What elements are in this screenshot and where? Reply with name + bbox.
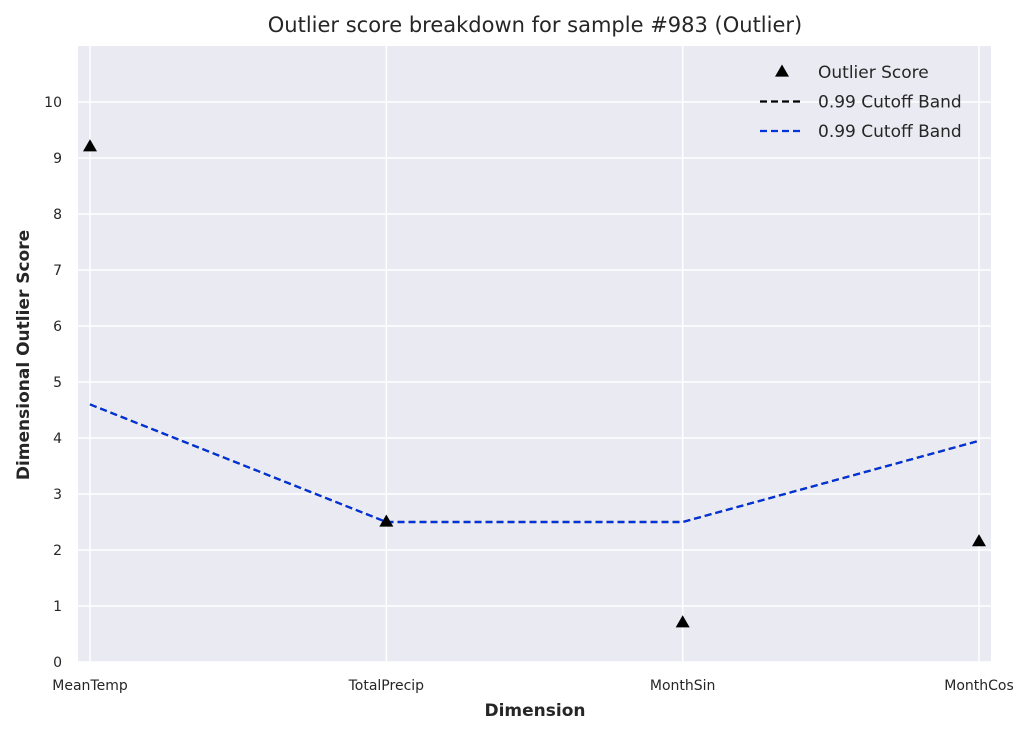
y-tick-label: 6: [53, 319, 62, 335]
y-tick-label: 5: [53, 375, 62, 391]
x-tick-label: MonthSin: [650, 678, 716, 694]
y-tick-label: 0: [53, 655, 62, 671]
legend-label: 0.99 Cutoff Band: [818, 122, 962, 142]
plot-background: [78, 46, 991, 662]
cutoff-band-line: [89, 403, 980, 524]
y-tick-label: 10: [44, 95, 62, 111]
legend-marker: [775, 64, 789, 77]
legend-label: Outlier Score: [818, 63, 929, 83]
x-tick-label: MeanTemp: [52, 678, 128, 694]
outlier-score-point: [83, 139, 97, 152]
y-tick-label: 4: [53, 431, 62, 447]
y-tick-label: 9: [53, 151, 62, 167]
outlier-score-point: [379, 514, 394, 527]
outlier-score-point: [972, 534, 986, 547]
y-tick-label: 1: [53, 599, 62, 615]
y-tick-label: 3: [53, 487, 62, 503]
y-tick-label: 7: [53, 263, 62, 279]
legend-label: 0.99 Cutoff Band: [818, 93, 962, 113]
outlier-score-point: [675, 615, 690, 628]
y-axis-label: Dimensional Outlier Score: [14, 230, 34, 480]
x-tick-label: MonthCos: [944, 678, 1014, 694]
chart-title: Outlier score breakdown for sample #983 …: [268, 13, 802, 37]
y-tick-label: 8: [53, 207, 62, 223]
x-axis-label: Dimension: [484, 701, 585, 721]
x-tick-label: TotalPrecip: [348, 678, 425, 694]
y-tick-label: 2: [53, 543, 62, 559]
